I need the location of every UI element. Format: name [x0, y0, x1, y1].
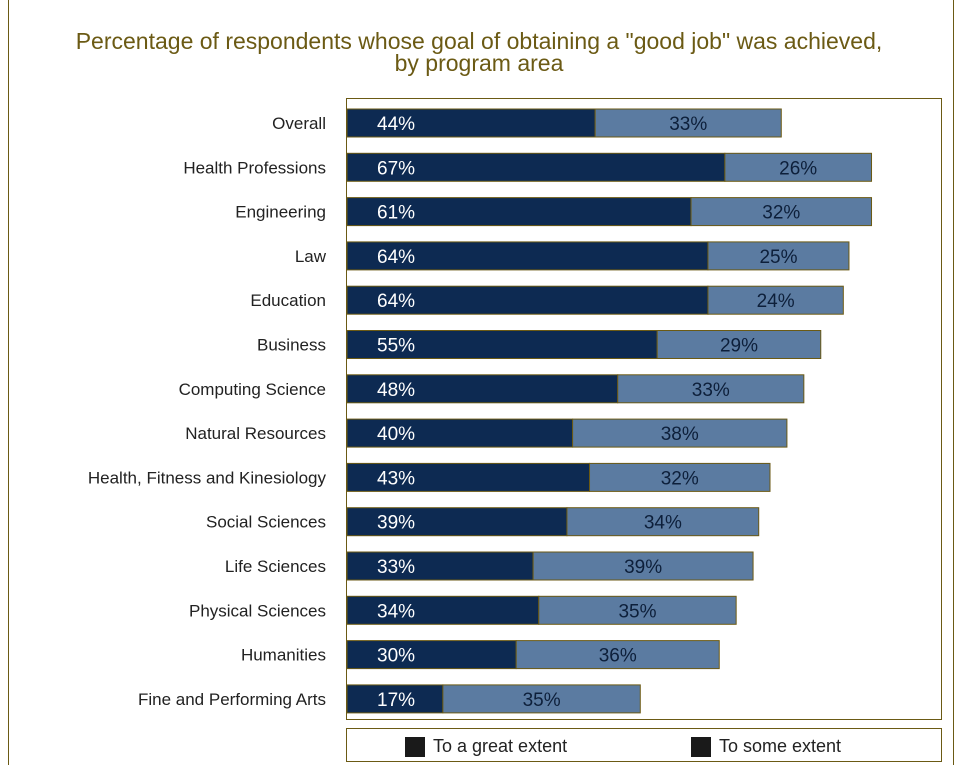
legend-swatch-great-extent — [405, 736, 425, 757]
data-label-great-extent: 67% — [377, 158, 415, 179]
bar-great-extent — [346, 285, 709, 315]
bar-some-extent — [532, 551, 754, 581]
category-label: Health, Fitness and Kinesiology — [88, 468, 327, 487]
chart-title-block: Percentage of respondents whose goal of … — [0, 28, 958, 76]
legend: To a great extent To some extent — [346, 728, 942, 762]
data-label-great-extent: 64% — [377, 291, 415, 312]
legend-item-some-extent: To some extent — [691, 736, 841, 757]
category-label: Overall — [272, 114, 326, 133]
category-label: Natural Resources — [185, 424, 326, 443]
data-label-some-extent: 32% — [661, 468, 699, 489]
data-label-great-extent: 34% — [377, 601, 415, 622]
data-label-great-extent: 33% — [377, 557, 415, 578]
bar-great-extent — [346, 374, 619, 404]
data-label-some-extent: 38% — [661, 424, 699, 445]
category-label: Engineering — [235, 203, 326, 222]
bar-great-extent — [346, 640, 517, 670]
bar-some-extent — [566, 507, 760, 537]
data-label-some-extent: 24% — [757, 291, 795, 312]
plot-area — [346, 98, 942, 720]
bar-great-extent — [346, 507, 568, 537]
bar-some-extent — [538, 595, 737, 625]
bar-great-extent — [346, 462, 591, 492]
data-label-great-extent: 17% — [377, 690, 415, 711]
data-label-great-extent: 30% — [377, 646, 415, 667]
category-label: Business — [257, 336, 326, 355]
bar-great-extent — [346, 197, 692, 227]
chart-frame — [8, 0, 954, 765]
bar-some-extent — [617, 374, 805, 404]
category-label: Law — [295, 247, 327, 266]
category-label: Physical Sciences — [189, 601, 326, 620]
data-label-great-extent: 61% — [377, 203, 415, 224]
bar-some-extent — [515, 640, 720, 670]
bar-great-extent — [346, 108, 596, 138]
data-label-some-extent: 39% — [624, 557, 662, 578]
bar-some-extent — [690, 197, 873, 227]
bar-great-extent — [346, 595, 540, 625]
data-label-some-extent: 33% — [669, 114, 707, 135]
data-label-great-extent: 64% — [377, 247, 415, 268]
bar-some-extent — [656, 330, 822, 359]
data-label-some-extent: 29% — [720, 336, 758, 357]
data-label-great-extent: 48% — [377, 380, 415, 401]
data-label-some-extent: 33% — [692, 380, 730, 401]
legend-item-great-extent: To a great extent — [405, 736, 567, 757]
data-label-some-extent: 25% — [759, 247, 797, 268]
bar-some-extent — [442, 684, 641, 714]
bar-great-extent — [346, 418, 574, 448]
bar-some-extent — [707, 241, 850, 271]
data-label-great-extent: 40% — [377, 424, 415, 445]
category-label: Fine and Performing Arts — [138, 690, 326, 709]
data-label-great-extent: 43% — [377, 468, 415, 489]
data-label-some-extent: 36% — [599, 646, 637, 667]
category-label: Social Sciences — [206, 513, 326, 532]
data-label-great-extent: 55% — [377, 336, 415, 357]
bar-some-extent — [589, 462, 771, 492]
category-label: Computing Science — [179, 380, 326, 399]
bar-some-extent — [572, 418, 788, 448]
category-label: Life Sciences — [225, 557, 326, 576]
data-label-some-extent: 32% — [762, 203, 800, 224]
data-label-great-extent: 39% — [377, 513, 415, 534]
bar-great-extent — [346, 551, 534, 581]
category-label: Health Professions — [183, 158, 326, 177]
data-label-some-extent: 35% — [618, 601, 656, 622]
chart-title: Percentage of respondents whose goal of … — [75, 28, 883, 54]
data-label-some-extent: 35% — [523, 690, 561, 711]
data-label-great-extent: 44% — [377, 114, 415, 135]
bar-some-extent — [707, 285, 844, 315]
category-label: Education — [250, 291, 326, 310]
chart-subtitle: by program area — [394, 50, 564, 76]
category-label: Humanities — [241, 646, 326, 665]
bar-some-extent — [724, 152, 873, 182]
legend-swatch-some-extent — [691, 736, 711, 757]
legend-label-great-extent: To a great extent — [433, 736, 568, 756]
legend-label-some-extent: To some extent — [719, 736, 842, 756]
bar-some-extent — [594, 108, 782, 138]
data-label-some-extent: 26% — [779, 158, 817, 179]
data-label-some-extent: 34% — [644, 513, 682, 534]
